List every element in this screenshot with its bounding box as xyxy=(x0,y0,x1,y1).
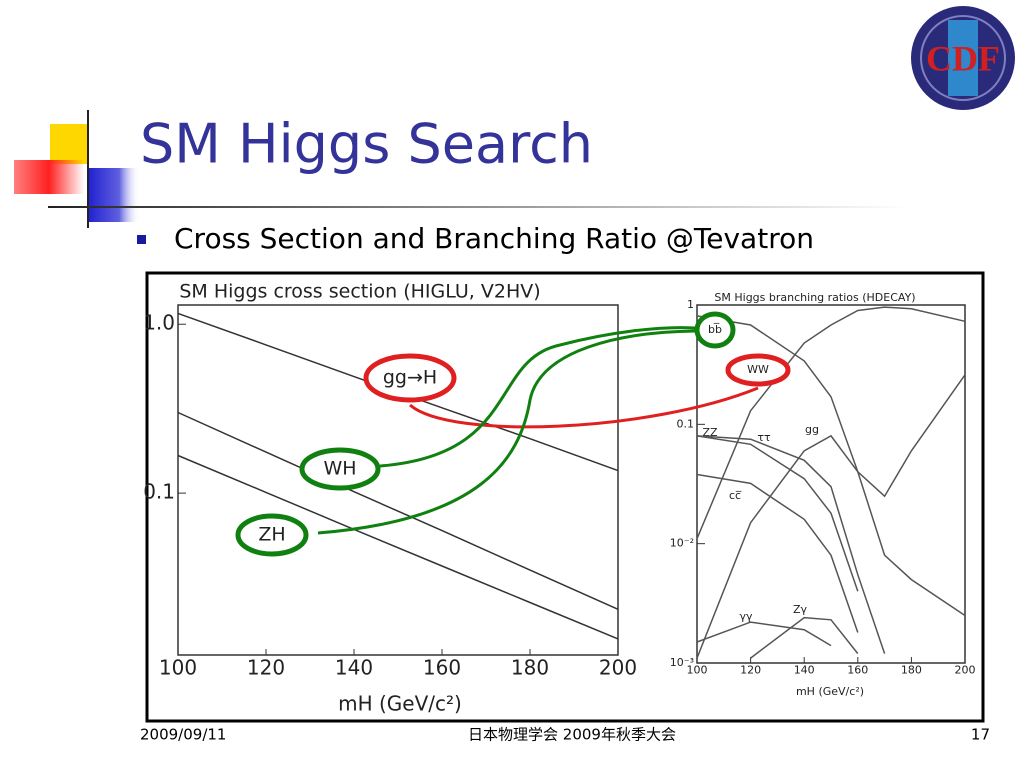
x-tick-label: 120 xyxy=(740,664,761,677)
y-tick-label: 1.0 xyxy=(143,311,175,335)
chart-title: SM Higgs cross section (HIGLU, V2HV) xyxy=(179,281,540,303)
highlight-ellipse xyxy=(725,353,791,387)
series-line xyxy=(696,306,966,539)
series-line xyxy=(696,473,859,633)
deco-yellow xyxy=(50,124,88,164)
series-label: Zγ xyxy=(793,603,808,616)
arrow-green xyxy=(317,329,696,535)
series-line xyxy=(696,435,859,592)
series-label: ZH xyxy=(258,524,285,546)
series-label: γγ xyxy=(739,610,753,623)
y-tick-label: 10⁻³ xyxy=(670,656,694,669)
x-tick-label: 140 xyxy=(794,664,815,677)
highlight-ellipse xyxy=(299,447,381,491)
y-tick-label: 0.1 xyxy=(143,480,175,504)
series-label: WH xyxy=(323,458,356,480)
highlight-ellipse xyxy=(694,311,736,349)
series-line xyxy=(177,411,619,610)
series-line xyxy=(177,454,619,640)
x-tick-label: 200 xyxy=(599,656,637,680)
y-tick-label: 0.1 xyxy=(677,417,695,430)
plot-frame xyxy=(177,304,619,656)
chart-title: SM Higgs branching ratios (HDECAY) xyxy=(714,291,915,304)
series-label: cc̅ xyxy=(729,489,742,502)
logo-ring xyxy=(920,15,1006,101)
x-tick-label: 180 xyxy=(511,656,549,680)
arrow-red xyxy=(409,386,759,429)
x-axis-label: mH (GeV/c²) xyxy=(338,692,462,716)
footer-page: 17 xyxy=(971,726,990,744)
bullet-marker xyxy=(137,235,146,244)
figure-frame xyxy=(145,271,985,723)
x-axis-label: mH (GeV/c²) xyxy=(796,685,864,698)
arrow-green xyxy=(379,326,696,468)
series-label: gg→H xyxy=(383,367,437,389)
series-line xyxy=(696,315,966,617)
x-tick-label: 100 xyxy=(159,656,197,680)
deco-red xyxy=(14,160,84,194)
series-label: WW xyxy=(747,363,769,376)
x-tick-label: 160 xyxy=(847,664,868,677)
plot-frame xyxy=(696,304,966,664)
x-tick-label: 200 xyxy=(955,664,976,677)
slide-title: SM Higgs Search xyxy=(140,113,593,176)
series-line xyxy=(696,435,886,654)
logo-text: CDF xyxy=(926,38,1000,78)
series-label: ττ xyxy=(757,431,771,444)
highlight-ellipse xyxy=(363,353,457,403)
footer-date: 2009/09/11 xyxy=(140,726,226,744)
y-tick-label: 1 xyxy=(687,298,694,311)
deco-blue xyxy=(88,168,140,222)
deco-hline xyxy=(48,206,908,208)
series-label: bb̅ xyxy=(708,323,722,336)
series-label: gg xyxy=(805,423,819,436)
logo-bar xyxy=(948,20,978,96)
charts: SM Higgs cross section (HIGLU, V2HV) mH (… xyxy=(143,281,975,716)
x-tick-label: 160 xyxy=(423,656,461,680)
x-tick-label: 180 xyxy=(901,664,922,677)
y-tick-label: 10⁻² xyxy=(670,537,694,550)
bullet-text: Cross Section and Branching Ratio @Tevat… xyxy=(174,222,814,255)
series-line xyxy=(696,621,832,647)
x-tick-label: 120 xyxy=(247,656,285,680)
footer-event: 日本物理学会 2009年秋季大会 xyxy=(468,726,676,744)
series-line xyxy=(696,374,966,659)
x-tick-label: 100 xyxy=(687,664,708,677)
highlight-ellipse xyxy=(235,513,309,557)
series-line xyxy=(750,616,859,659)
x-tick-label: 140 xyxy=(335,656,373,680)
